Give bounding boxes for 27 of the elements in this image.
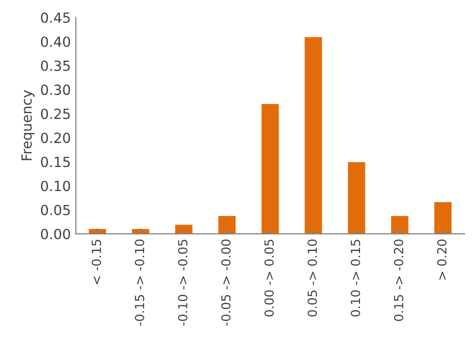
y-tick-label: 0.05 xyxy=(40,204,70,216)
y-tick-label: 0.45 xyxy=(40,12,70,23)
bar xyxy=(304,37,322,234)
bar xyxy=(434,202,452,234)
y-tick-label: 0.35 xyxy=(40,60,70,72)
x-tick-label: -0.15 -> -0.10 xyxy=(134,240,144,326)
y-tick-label: 0.00 xyxy=(40,228,70,240)
y-tick-label: 0.25 xyxy=(40,108,70,120)
bar xyxy=(262,104,279,234)
bar xyxy=(391,216,408,234)
y-tick-label: 0.10 xyxy=(40,180,70,192)
x-tick-label: > 0.20 xyxy=(437,240,447,280)
x-tick-label: < -0.15 xyxy=(92,240,102,284)
x-tick-label: 0.15 -> -0.20 xyxy=(394,240,404,321)
x-tick-label: 0.00 -> 0.05 xyxy=(264,240,274,316)
x-tick-label: 0.05 -> 0.10 xyxy=(308,240,317,316)
bar xyxy=(218,216,236,234)
y-axis-title: Frequency xyxy=(21,90,34,160)
y-tick-label: 0.40 xyxy=(40,36,70,47)
x-tick-label: -0.05 -> -0.00 xyxy=(221,240,231,326)
x-tick-label: -0.10 -> -0.05 xyxy=(178,240,188,326)
bar xyxy=(175,224,192,234)
y-tick-label: 0.15 xyxy=(40,156,70,168)
bar xyxy=(348,162,366,234)
y-tick-label: 0.20 xyxy=(40,132,70,144)
y-tick-label: 0.30 xyxy=(40,84,70,96)
x-tick-label: 0.10 -> 0.15 xyxy=(350,240,360,316)
